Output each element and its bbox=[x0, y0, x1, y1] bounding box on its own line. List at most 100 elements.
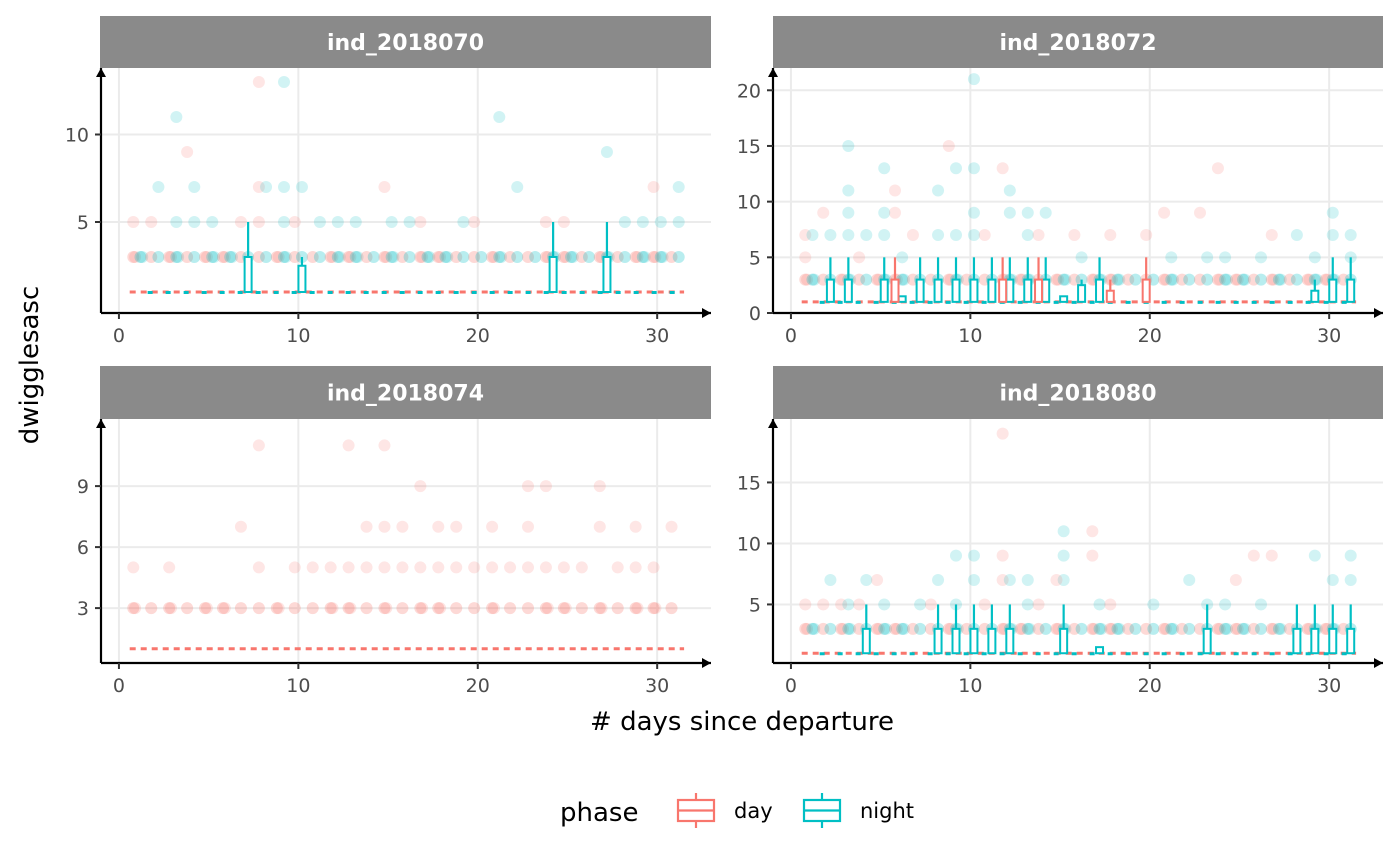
point-day bbox=[522, 520, 534, 533]
x-tick-label: 20 bbox=[466, 675, 490, 697]
point-day bbox=[889, 206, 901, 219]
y-tick-label: 5 bbox=[749, 247, 761, 269]
box-night bbox=[243, 256, 253, 293]
point-night bbox=[636, 251, 649, 263]
point-day bbox=[414, 561, 427, 574]
point-night bbox=[1220, 622, 1233, 635]
point-day bbox=[414, 251, 427, 263]
box-day bbox=[1105, 289, 1115, 303]
legend-title: phase bbox=[560, 798, 638, 828]
point-day bbox=[906, 622, 919, 635]
point-night bbox=[1219, 598, 1232, 611]
legend: phase day night bbox=[560, 793, 914, 828]
point-day bbox=[414, 602, 427, 615]
point-night bbox=[172, 251, 185, 263]
point-night bbox=[1272, 622, 1285, 635]
point-night bbox=[1310, 273, 1323, 286]
point-night bbox=[1308, 549, 1321, 562]
box-night bbox=[602, 256, 612, 293]
point-day bbox=[557, 561, 570, 574]
point-night bbox=[880, 622, 893, 635]
point-day bbox=[288, 602, 301, 615]
point-day bbox=[504, 561, 517, 574]
point-day bbox=[342, 602, 355, 615]
y-tick-label: 9 bbox=[77, 476, 89, 498]
x-tick-label: 10 bbox=[286, 325, 310, 347]
point-night bbox=[636, 216, 649, 228]
point-day bbox=[871, 622, 884, 635]
point-day bbox=[835, 622, 848, 635]
point-day bbox=[396, 251, 409, 263]
point-night bbox=[278, 76, 290, 88]
point-night bbox=[1057, 574, 1070, 587]
point-day bbox=[486, 520, 499, 533]
point-day bbox=[163, 561, 176, 574]
point-day bbox=[871, 574, 884, 587]
point-day bbox=[181, 251, 194, 263]
point-day bbox=[1140, 622, 1153, 635]
point-day bbox=[181, 146, 194, 158]
point-night bbox=[1183, 273, 1196, 286]
point-day bbox=[629, 561, 642, 574]
point-night bbox=[403, 251, 416, 263]
point-day bbox=[324, 251, 337, 263]
point-day bbox=[416, 602, 429, 615]
point-night bbox=[1021, 206, 1034, 219]
point-night bbox=[842, 622, 855, 635]
point-day bbox=[326, 602, 339, 615]
box-night bbox=[987, 627, 997, 655]
point-night bbox=[1219, 273, 1232, 286]
y-tick-label: 10 bbox=[737, 192, 761, 214]
strip-bg bbox=[100, 366, 711, 419]
point-night bbox=[1238, 273, 1251, 286]
point-day bbox=[629, 251, 642, 263]
point-night bbox=[656, 251, 669, 263]
point-night bbox=[1075, 251, 1088, 264]
point-night bbox=[950, 549, 962, 562]
point-day bbox=[889, 622, 901, 635]
point-night bbox=[878, 206, 891, 219]
point-day bbox=[1267, 273, 1280, 286]
point-day bbox=[450, 520, 463, 533]
point-night bbox=[1326, 574, 1339, 587]
box-night bbox=[1346, 278, 1356, 303]
point-night bbox=[1255, 598, 1267, 611]
point-night bbox=[1183, 574, 1196, 587]
point-day bbox=[1086, 525, 1099, 538]
point-day bbox=[1211, 622, 1224, 635]
box-day bbox=[1141, 278, 1151, 303]
x-tick-label: 30 bbox=[1317, 675, 1341, 697]
point-day bbox=[270, 602, 283, 615]
point-day bbox=[163, 602, 176, 615]
point-night bbox=[1165, 251, 1178, 264]
point-day bbox=[199, 602, 212, 615]
point-night bbox=[1095, 622, 1108, 635]
point-night bbox=[1237, 273, 1250, 286]
point-day bbox=[1140, 229, 1153, 242]
box-night bbox=[933, 278, 943, 303]
strip-bg bbox=[773, 366, 1383, 419]
point-night bbox=[1308, 251, 1321, 264]
point-day bbox=[1265, 549, 1278, 562]
point-day bbox=[799, 598, 812, 611]
point-day bbox=[272, 602, 285, 615]
point-night bbox=[421, 251, 434, 263]
point-night bbox=[842, 206, 855, 219]
point-night bbox=[278, 216, 290, 228]
point-day bbox=[817, 622, 830, 635]
point-night bbox=[278, 181, 290, 193]
box-night bbox=[897, 295, 907, 303]
point-night bbox=[1274, 273, 1287, 286]
point-day bbox=[234, 520, 247, 533]
point-night bbox=[1075, 622, 1088, 635]
point-day bbox=[665, 251, 678, 263]
point-day bbox=[252, 76, 265, 88]
point-night bbox=[457, 216, 470, 228]
point-day bbox=[432, 520, 445, 533]
point-day bbox=[1265, 622, 1278, 635]
point-day bbox=[344, 251, 357, 263]
x-axis-arrow bbox=[1374, 658, 1383, 668]
point-night bbox=[914, 622, 927, 635]
point-day bbox=[1158, 206, 1171, 219]
box-night bbox=[1059, 627, 1069, 655]
